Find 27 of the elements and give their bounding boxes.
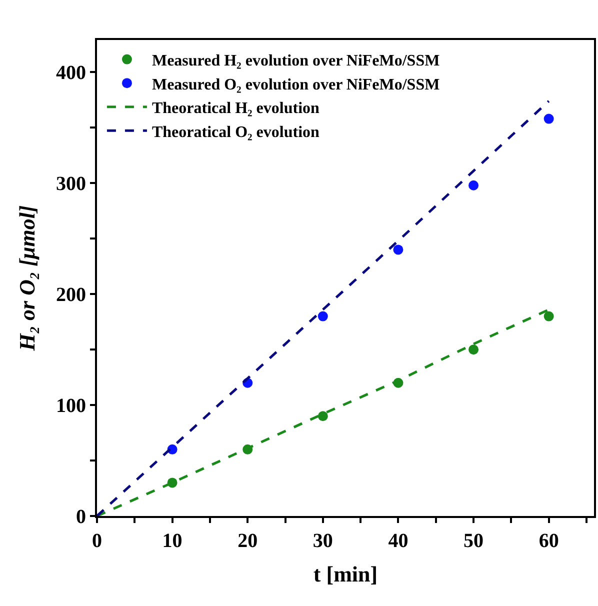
x-tick-label: 50 [464,530,484,552]
point [393,244,404,255]
point [468,344,479,355]
point [544,114,554,124]
x-tick-label: 20 [238,530,258,552]
y-tick-label: 0 [76,506,86,528]
line-series [97,308,550,516]
legend-label: Measured O₂ evolution over NiFeMo/SSM [152,76,440,94]
y-tick-label: 300 [56,173,86,196]
point [318,411,328,422]
point [318,311,328,322]
y-tick-label: 100 [56,395,86,418]
y-axis-title: H₂ or O₂ [μmol] [14,205,40,352]
y-tick-label: 200 [56,284,86,306]
x-tick-label: 60 [538,530,559,552]
legend-label: Theoratical O₂ evolution [152,124,320,141]
point [544,311,554,322]
x-tick-label: 10 [162,530,182,552]
x-tick-label: 0 [92,530,102,552]
x-tick-label: 40 [388,530,408,552]
legend-label: Theoratical H₂ evolution [152,100,320,118]
point [468,180,479,190]
x-tick-label: 30 [312,530,333,552]
x-axis-title: t [min] [313,561,378,586]
line-series [97,100,550,516]
y-tick-label: 400 [56,62,86,84]
legend-label: Measured H₂ evolution over NiFeMo/SSM [152,52,440,70]
